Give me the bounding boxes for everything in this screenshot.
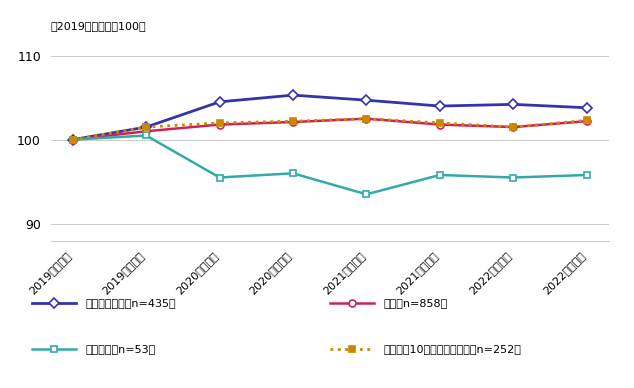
- Text: 住宅（n=858）: 住宅（n=858）: [384, 298, 448, 308]
- Text: （2019年度上期＝100）: （2019年度上期＝100）: [51, 21, 146, 31]
- Text: 商業施設（n=53）: 商業施設（n=53）: [86, 344, 156, 354]
- Text: オフィスビル（n=435）: オフィスビル（n=435）: [86, 298, 176, 308]
- Text: 取得価格10億円以下の住宅（n=252）: 取得価格10億円以下の住宅（n=252）: [384, 344, 521, 354]
